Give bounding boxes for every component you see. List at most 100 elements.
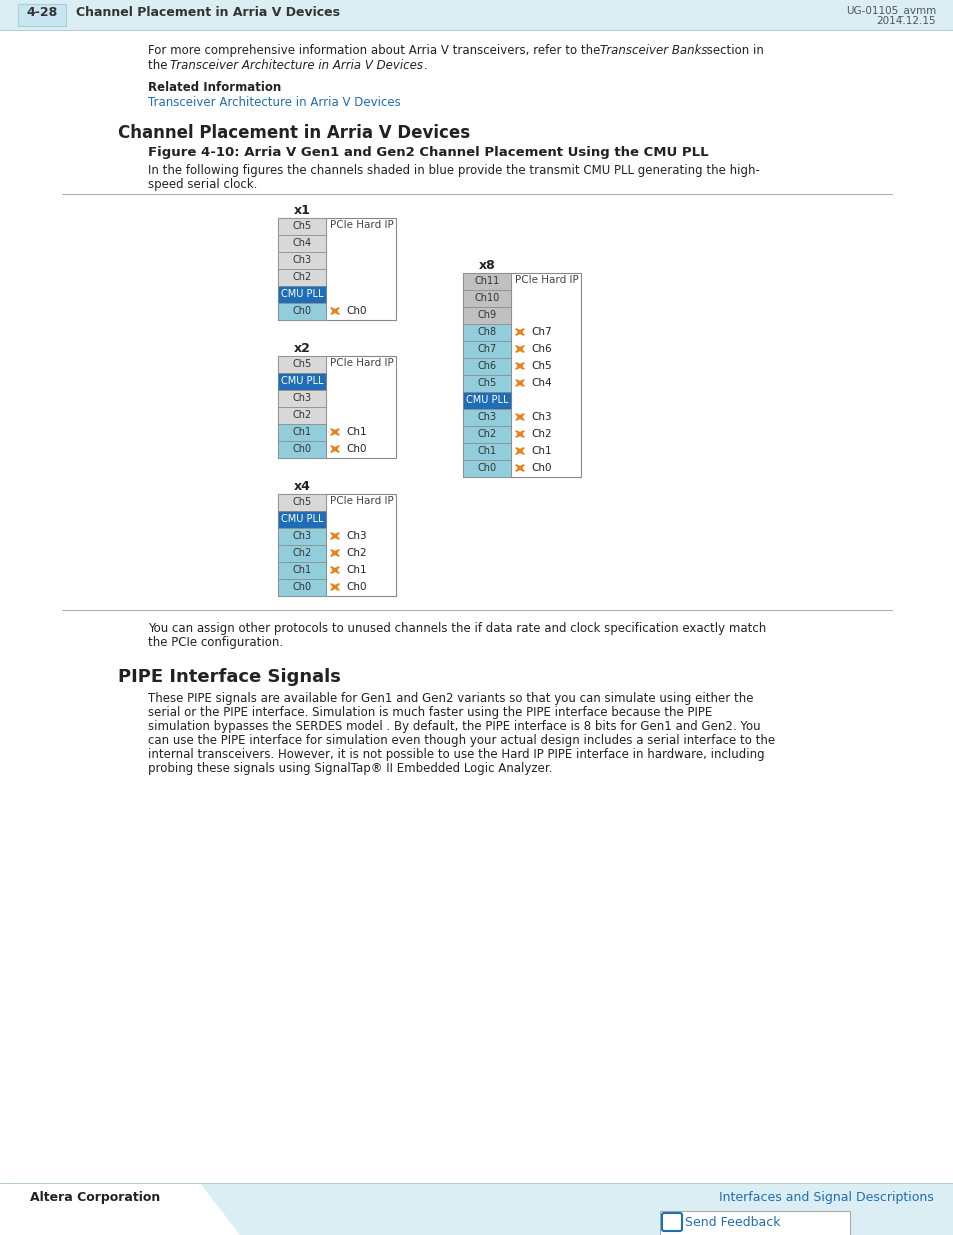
Text: Ch1: Ch1 (293, 427, 312, 437)
Bar (462, 290, 511, 308)
Bar (326, 494, 395, 597)
Text: Ch1: Ch1 (293, 564, 312, 576)
Bar (462, 341, 511, 358)
Text: Ch3: Ch3 (293, 393, 312, 403)
Bar (277, 269, 326, 287)
Bar (277, 408, 326, 424)
Text: Ch3: Ch3 (476, 412, 497, 422)
Bar (277, 579, 326, 597)
Bar (277, 424, 326, 441)
Text: Ch2: Ch2 (531, 429, 551, 438)
Bar (277, 219, 326, 320)
Bar (277, 373, 326, 390)
Bar (462, 409, 511, 426)
Text: x1: x1 (294, 204, 310, 217)
Text: Ch3: Ch3 (293, 254, 312, 266)
Bar (277, 494, 326, 511)
Bar (511, 273, 580, 477)
Bar (462, 459, 511, 477)
Text: Ch4: Ch4 (531, 378, 551, 388)
Text: probing these signals using SignalTap® II Embedded Logic Analyzer.: probing these signals using SignalTap® I… (148, 762, 552, 776)
Text: Ch2: Ch2 (476, 429, 497, 438)
Text: Ch0: Ch0 (293, 306, 312, 316)
Text: Ch6: Ch6 (531, 345, 551, 354)
Bar (277, 390, 326, 408)
Text: You can assign other protocols to unused channels the if data rate and clock spe: You can assign other protocols to unused… (148, 622, 765, 635)
Bar (0, 0, 953, 30)
Bar (277, 287, 326, 303)
Text: Ch5: Ch5 (292, 359, 312, 369)
Bar (277, 219, 326, 235)
Text: Related Information: Related Information (148, 82, 281, 94)
Text: .: . (423, 59, 427, 72)
Bar (277, 494, 326, 597)
Bar (277, 356, 326, 458)
Bar (277, 529, 326, 545)
Text: Ch0: Ch0 (476, 463, 497, 473)
Text: the PCIe configuration.: the PCIe configuration. (148, 636, 283, 650)
Text: For more comprehensive information about Arria V transceivers, refer to the: For more comprehensive information about… (148, 44, 603, 57)
Text: Ch5: Ch5 (292, 221, 312, 231)
Text: x2: x2 (294, 342, 310, 354)
Bar (277, 356, 326, 373)
Text: internal transceivers. However, it is not possible to use the Hard IP PIPE inter: internal transceivers. However, it is no… (148, 748, 763, 761)
Text: Ch7: Ch7 (531, 327, 551, 337)
Text: Ch5: Ch5 (476, 378, 497, 388)
Text: Ch8: Ch8 (476, 327, 497, 337)
Text: Ch6: Ch6 (476, 361, 497, 370)
Text: Ch10: Ch10 (474, 293, 499, 303)
Text: CMU PLL: CMU PLL (465, 395, 508, 405)
Text: Ch3: Ch3 (346, 531, 366, 541)
Bar (462, 426, 511, 443)
Text: Ch2: Ch2 (292, 410, 312, 420)
Bar (277, 511, 326, 529)
Text: section in: section in (702, 44, 763, 57)
Text: serial or the PIPE interface. Simulation is much faster using the PIPE interface: serial or the PIPE interface. Simulation… (148, 706, 712, 719)
Bar (277, 545, 326, 562)
Text: Ch1: Ch1 (531, 446, 551, 456)
Text: Ch7: Ch7 (476, 345, 497, 354)
Text: Ch3: Ch3 (531, 412, 551, 422)
Text: CMU PLL: CMU PLL (280, 289, 323, 299)
Text: Ch2: Ch2 (292, 272, 312, 282)
Text: Ch1: Ch1 (476, 446, 497, 456)
Bar (277, 441, 326, 458)
Polygon shape (200, 1183, 953, 1235)
Bar (277, 562, 326, 579)
Text: 2014.12.15: 2014.12.15 (876, 16, 935, 26)
Text: Transceiver Architecture in Arria V Devices: Transceiver Architecture in Arria V Devi… (148, 96, 400, 109)
Bar (277, 252, 326, 269)
Text: Ch3: Ch3 (293, 531, 312, 541)
Bar (326, 219, 395, 320)
Text: Ch1: Ch1 (346, 427, 366, 437)
Bar (462, 358, 511, 375)
Text: In the following figures the channels shaded in blue provide the transmit CMU PL: In the following figures the channels sh… (148, 164, 760, 177)
Text: PCIe Hard IP: PCIe Hard IP (330, 220, 394, 230)
Bar (326, 356, 395, 458)
Text: UG-01105_avmm: UG-01105_avmm (845, 5, 935, 16)
Text: CMU PLL: CMU PLL (280, 375, 323, 387)
Bar (659, 1212, 849, 1235)
Text: Ch4: Ch4 (293, 238, 312, 248)
Text: Transceiver Banks: Transceiver Banks (599, 44, 707, 57)
Text: PIPE Interface Signals: PIPE Interface Signals (118, 668, 340, 685)
Text: Ch5: Ch5 (531, 361, 551, 370)
Text: PCIe Hard IP: PCIe Hard IP (330, 358, 394, 368)
Text: Altera Corporation: Altera Corporation (30, 1191, 160, 1204)
Text: x4: x4 (294, 480, 310, 493)
Text: speed serial clock.: speed serial clock. (148, 178, 257, 191)
Bar (462, 324, 511, 341)
Text: Send Feedback: Send Feedback (684, 1216, 780, 1229)
Text: Channel Placement in Arria V Devices: Channel Placement in Arria V Devices (118, 124, 470, 142)
Bar (462, 443, 511, 459)
Text: Ch2: Ch2 (292, 548, 312, 558)
Bar (462, 308, 511, 324)
Text: simulation bypasses the SERDES model . By default, the PIPE interface is 8 bits : simulation bypasses the SERDES model . B… (148, 720, 760, 734)
Text: 4-28: 4-28 (27, 6, 57, 19)
Text: the: the (148, 59, 172, 72)
Text: Ch0: Ch0 (346, 445, 366, 454)
Text: These PIPE signals are available for Gen1 and Gen2 variants so that you can simu: These PIPE signals are available for Gen… (148, 692, 753, 705)
Text: Channel Placement in Arria V Devices: Channel Placement in Arria V Devices (76, 6, 339, 19)
Text: PCIe Hard IP: PCIe Hard IP (330, 496, 394, 506)
Bar (462, 273, 511, 290)
